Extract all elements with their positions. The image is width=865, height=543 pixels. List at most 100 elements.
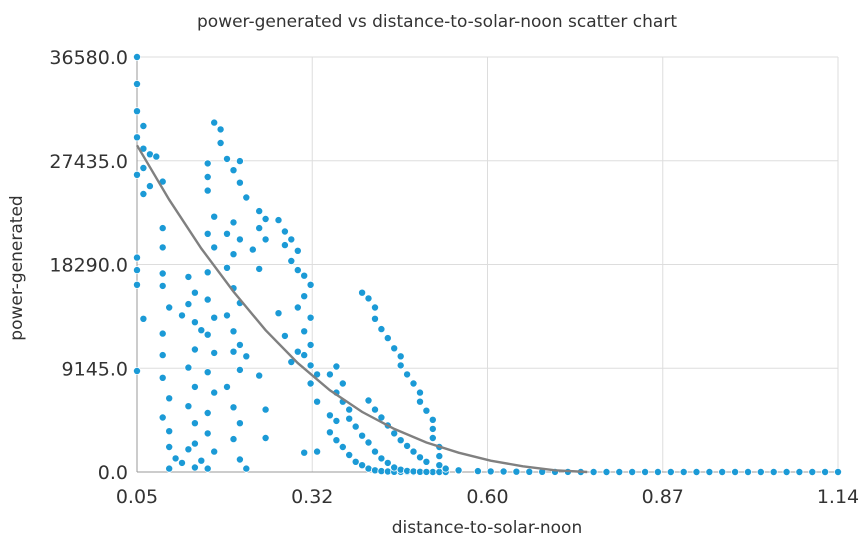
grid (136, 56, 839, 473)
trend-curve (135, 144, 588, 474)
data-point (325, 370, 334, 379)
data-point (473, 467, 482, 476)
data-point (287, 357, 296, 366)
data-point (300, 327, 309, 336)
data-point (821, 467, 830, 476)
data-point (203, 464, 212, 473)
data-point (145, 182, 154, 191)
data-point (132, 133, 141, 142)
data-point (203, 330, 212, 339)
data-point (158, 281, 167, 290)
data-point (132, 107, 141, 116)
data-point (306, 340, 315, 349)
data-point (396, 465, 405, 474)
data-point (242, 464, 251, 473)
data-point (165, 464, 174, 473)
data-point (190, 382, 199, 391)
data-point (197, 326, 206, 335)
data-point (293, 303, 302, 312)
data-point (370, 314, 379, 323)
data-point (306, 280, 315, 289)
data-point (222, 311, 231, 320)
y-tick-label: 18290.0 (49, 255, 128, 277)
data-point (351, 457, 360, 466)
data-point (184, 272, 193, 281)
data-point (383, 458, 392, 467)
data-point (216, 138, 225, 147)
data-point (422, 457, 431, 466)
data-point (222, 263, 231, 272)
data-point (158, 269, 167, 278)
data-point (261, 433, 270, 442)
data-point (235, 157, 244, 166)
data-point (718, 467, 727, 476)
data-point (769, 467, 778, 476)
y-tick-label: 0.0 (98, 462, 128, 484)
data-point (255, 371, 264, 380)
data-point (306, 313, 315, 322)
data-point (287, 235, 296, 244)
x-ticks: 0.05 0.32 0.60 0.87 1.14 (116, 486, 859, 508)
data-point (364, 464, 373, 473)
data-point (190, 463, 199, 472)
data-point (403, 370, 412, 379)
data-point (203, 295, 212, 304)
data-point (834, 467, 843, 476)
data-point (197, 456, 206, 465)
data-point (274, 216, 283, 225)
data-point (744, 467, 753, 476)
data-point (132, 170, 141, 179)
data-point (158, 243, 167, 252)
data-point (235, 365, 244, 374)
data-point (370, 447, 379, 456)
data-point (210, 388, 219, 397)
data-point (190, 288, 199, 297)
data-point (132, 366, 141, 375)
data-point (248, 245, 257, 254)
data-point (782, 467, 791, 476)
data-point (210, 243, 219, 252)
data-point (441, 464, 450, 473)
data-point (325, 428, 334, 437)
data-point (165, 394, 174, 403)
x-axis-label: distance-to-solar-noon (392, 518, 582, 538)
data-point (293, 266, 302, 275)
data-point (229, 435, 238, 444)
data-point (409, 447, 418, 456)
data-point (255, 224, 264, 233)
data-point (300, 271, 309, 280)
data-point (139, 122, 148, 131)
data-point (210, 118, 219, 127)
data-point (409, 379, 418, 388)
data-point (351, 422, 360, 431)
data-point (332, 436, 341, 445)
data-point (422, 467, 431, 476)
data-point (203, 172, 212, 181)
data-point (184, 402, 193, 411)
data-point (403, 441, 412, 450)
trend-line (135, 144, 588, 474)
data-point (210, 212, 219, 221)
data-point (325, 411, 334, 420)
data-point (280, 331, 289, 340)
data-point (358, 288, 367, 297)
data-point (158, 413, 167, 422)
data-point (190, 345, 199, 354)
x-tick-label: 0.32 (291, 486, 333, 508)
data-point (222, 382, 231, 391)
x-tick-label: 0.05 (116, 486, 158, 508)
data-point (364, 396, 373, 405)
data-point (396, 436, 405, 445)
data-point (589, 467, 598, 476)
data-point (190, 419, 199, 428)
data-point (132, 253, 141, 262)
data-point (377, 325, 386, 334)
data-point (313, 397, 322, 406)
data-point (222, 229, 231, 238)
data-point (261, 214, 270, 223)
data-point (358, 461, 367, 470)
data-point (345, 414, 354, 423)
y-tick-label: 36580.0 (49, 47, 128, 69)
data-point (229, 403, 238, 412)
